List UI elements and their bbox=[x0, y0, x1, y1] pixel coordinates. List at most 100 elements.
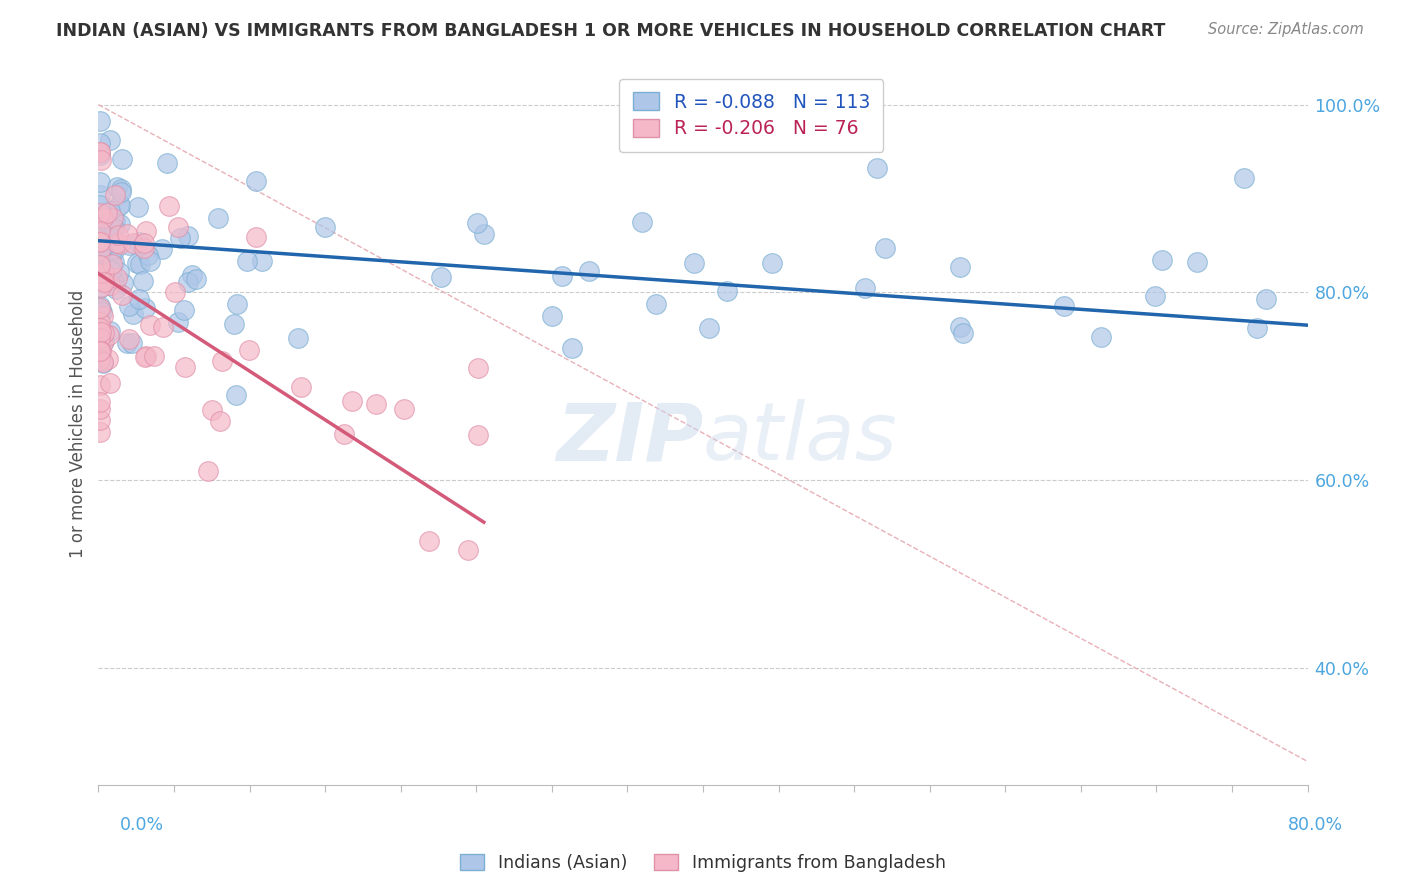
Point bbox=[949, 319, 972, 334]
Point bbox=[122, 235, 145, 250]
Point bbox=[108, 265, 131, 279]
Point bbox=[201, 402, 224, 417]
Point bbox=[252, 254, 274, 268]
Point bbox=[103, 273, 125, 287]
Point bbox=[142, 349, 165, 363]
Point bbox=[93, 267, 115, 281]
Point bbox=[165, 285, 187, 299]
Point bbox=[105, 179, 128, 194]
Point bbox=[89, 147, 111, 161]
Point bbox=[89, 235, 111, 249]
Point bbox=[111, 288, 134, 302]
Legend: Indians (Asian), Immigrants from Bangladesh: Indians (Asian), Immigrants from Banglad… bbox=[453, 847, 953, 879]
Point bbox=[89, 244, 111, 258]
Point bbox=[952, 326, 974, 340]
Point bbox=[89, 114, 111, 128]
Point bbox=[89, 324, 111, 338]
Point bbox=[89, 206, 111, 220]
Point bbox=[111, 152, 134, 166]
Point bbox=[467, 360, 489, 375]
Point bbox=[89, 266, 111, 280]
Point bbox=[186, 271, 208, 285]
Point bbox=[98, 278, 121, 293]
Point bbox=[89, 251, 111, 265]
Point bbox=[418, 534, 440, 549]
Point bbox=[91, 213, 114, 227]
Point bbox=[173, 302, 195, 317]
Point bbox=[105, 271, 128, 285]
Point bbox=[89, 402, 111, 417]
Point bbox=[100, 263, 122, 277]
Point bbox=[91, 354, 114, 368]
Point bbox=[110, 181, 132, 195]
Point bbox=[115, 335, 138, 350]
Point bbox=[96, 206, 118, 220]
Point bbox=[682, 256, 704, 270]
Text: 80.0%: 80.0% bbox=[1288, 816, 1343, 834]
Point bbox=[89, 258, 111, 272]
Point bbox=[134, 301, 156, 315]
Point bbox=[100, 222, 122, 236]
Point bbox=[89, 136, 111, 150]
Point bbox=[89, 353, 111, 368]
Point bbox=[873, 241, 896, 255]
Point bbox=[118, 299, 141, 313]
Point bbox=[93, 219, 115, 233]
Point bbox=[101, 211, 124, 226]
Point bbox=[853, 281, 876, 295]
Point bbox=[245, 174, 267, 188]
Point bbox=[108, 237, 131, 252]
Point bbox=[225, 296, 247, 310]
Point bbox=[132, 235, 155, 250]
Point bbox=[578, 264, 600, 278]
Point bbox=[89, 301, 111, 315]
Point bbox=[238, 343, 260, 358]
Point bbox=[645, 297, 668, 311]
Point bbox=[89, 145, 111, 159]
Point bbox=[104, 188, 127, 202]
Point bbox=[366, 397, 388, 411]
Point bbox=[716, 285, 738, 299]
Point bbox=[89, 175, 111, 189]
Point bbox=[98, 324, 121, 338]
Point bbox=[97, 228, 120, 243]
Point bbox=[91, 332, 114, 346]
Point bbox=[177, 275, 200, 289]
Text: atlas: atlas bbox=[703, 399, 898, 477]
Point bbox=[89, 257, 111, 271]
Text: ZIP: ZIP bbox=[555, 399, 703, 477]
Point bbox=[630, 215, 652, 229]
Y-axis label: 1 or more Vehicles in Household: 1 or more Vehicles in Household bbox=[69, 290, 87, 558]
Point bbox=[1150, 253, 1173, 268]
Point bbox=[332, 426, 354, 441]
Point bbox=[89, 321, 111, 335]
Point bbox=[139, 253, 162, 268]
Point bbox=[104, 214, 127, 228]
Point bbox=[89, 188, 111, 202]
Point bbox=[90, 153, 112, 167]
Point bbox=[89, 315, 111, 329]
Point bbox=[118, 332, 141, 346]
Point bbox=[866, 161, 889, 175]
Point bbox=[91, 335, 114, 350]
Legend: R = -0.088   N = 113, R = -0.206   N = 76: R = -0.088 N = 113, R = -0.206 N = 76 bbox=[620, 79, 883, 152]
Point bbox=[91, 356, 114, 370]
Point bbox=[118, 238, 141, 252]
Point bbox=[152, 320, 174, 334]
Point bbox=[167, 315, 190, 329]
Point bbox=[108, 198, 131, 212]
Point bbox=[150, 242, 173, 256]
Point bbox=[169, 231, 191, 245]
Point bbox=[1185, 255, 1208, 269]
Point bbox=[98, 328, 121, 343]
Point bbox=[105, 235, 128, 250]
Point bbox=[128, 235, 150, 250]
Point bbox=[208, 414, 231, 428]
Point bbox=[540, 309, 562, 323]
Point bbox=[110, 185, 132, 199]
Point bbox=[101, 222, 124, 236]
Text: Source: ZipAtlas.com: Source: ZipAtlas.com bbox=[1208, 22, 1364, 37]
Point bbox=[89, 425, 111, 439]
Point bbox=[551, 268, 574, 283]
Point bbox=[127, 200, 149, 214]
